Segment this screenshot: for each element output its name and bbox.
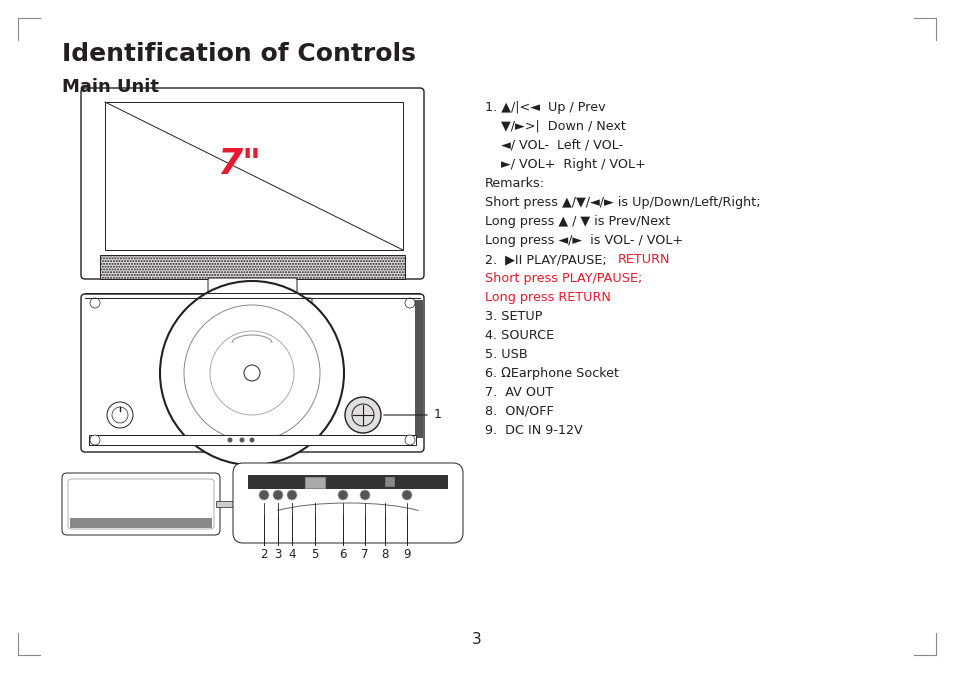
- Text: 7: 7: [361, 548, 369, 561]
- FancyBboxPatch shape: [81, 88, 423, 279]
- Circle shape: [90, 298, 100, 308]
- Bar: [305, 477, 325, 488]
- Text: 1. ▲/|<◄  Up / Prev: 1. ▲/|<◄ Up / Prev: [484, 101, 605, 114]
- Circle shape: [239, 437, 244, 443]
- Text: 5: 5: [311, 548, 318, 561]
- Text: Main Unit: Main Unit: [62, 78, 159, 96]
- Circle shape: [405, 298, 415, 308]
- Bar: [89, 435, 416, 445]
- Text: 7.  AV OUT: 7. AV OUT: [484, 386, 553, 399]
- Text: 6: 6: [339, 548, 346, 561]
- FancyBboxPatch shape: [62, 473, 220, 535]
- Text: Short press ▲/▼/◄/► is Up/Down/Left/Right;: Short press ▲/▼/◄/► is Up/Down/Left/Righ…: [484, 196, 760, 209]
- Text: 3: 3: [472, 633, 481, 647]
- Circle shape: [401, 490, 412, 500]
- Circle shape: [352, 404, 374, 426]
- Circle shape: [345, 397, 380, 433]
- Text: 2: 2: [260, 548, 268, 561]
- Bar: [100, 255, 405, 279]
- Circle shape: [258, 490, 269, 500]
- Bar: [105, 102, 402, 250]
- Text: 3: 3: [274, 548, 281, 561]
- Circle shape: [273, 490, 283, 500]
- Circle shape: [210, 331, 294, 415]
- Text: 8: 8: [381, 548, 388, 561]
- Text: 3. SETUP: 3. SETUP: [484, 310, 542, 323]
- Text: Remarks:: Remarks:: [484, 177, 544, 190]
- Text: RETURN: RETURN: [618, 253, 670, 266]
- Text: Long press ▲ / ▼ is Prev/Next: Long press ▲ / ▼ is Prev/Next: [484, 215, 670, 228]
- Text: ▼/►>|  Down / Next: ▼/►>| Down / Next: [484, 120, 625, 133]
- Text: ◄/ VOL-  Left / VOL-: ◄/ VOL- Left / VOL-: [484, 139, 622, 152]
- Text: ►/ VOL+  Right / VOL+: ►/ VOL+ Right / VOL+: [484, 158, 645, 171]
- Text: 5. USB: 5. USB: [484, 348, 527, 361]
- FancyBboxPatch shape: [208, 278, 296, 295]
- Circle shape: [112, 407, 128, 423]
- Text: 4: 4: [288, 548, 295, 561]
- Circle shape: [184, 305, 319, 441]
- Bar: [215, 501, 233, 507]
- Circle shape: [90, 435, 100, 445]
- Bar: [385, 477, 394, 486]
- FancyBboxPatch shape: [198, 298, 312, 314]
- Text: Long press RETURN: Long press RETURN: [484, 291, 610, 304]
- Circle shape: [405, 435, 415, 445]
- Circle shape: [359, 490, 370, 500]
- Text: 4. SOURCE: 4. SOURCE: [484, 329, 554, 342]
- Text: 8.  ON/OFF: 8. ON/OFF: [484, 405, 553, 418]
- FancyBboxPatch shape: [68, 479, 213, 529]
- FancyBboxPatch shape: [233, 463, 462, 543]
- Text: 9: 9: [403, 548, 411, 561]
- Circle shape: [160, 281, 344, 465]
- Text: Long press ◄/►  is VOL- / VOL+: Long press ◄/► is VOL- / VOL+: [484, 234, 682, 247]
- Circle shape: [287, 490, 296, 500]
- FancyBboxPatch shape: [81, 294, 423, 452]
- Text: 2.  ▶II PLAY/PAUSE;: 2. ▶II PLAY/PAUSE;: [484, 253, 606, 266]
- Circle shape: [107, 402, 132, 428]
- Circle shape: [250, 437, 254, 443]
- Circle shape: [337, 490, 348, 500]
- Text: 9.  DC IN 9-12V: 9. DC IN 9-12V: [484, 424, 582, 437]
- Text: Short press PLAY/PAUSE;: Short press PLAY/PAUSE;: [484, 272, 641, 285]
- Text: Identification of Controls: Identification of Controls: [62, 42, 416, 66]
- Text: 1: 1: [434, 409, 441, 421]
- Bar: [70, 518, 212, 528]
- Bar: [415, 300, 422, 438]
- Circle shape: [227, 437, 233, 443]
- Text: 7": 7": [217, 147, 261, 181]
- Circle shape: [244, 365, 260, 381]
- Text: 6. ΩEarphone Socket: 6. ΩEarphone Socket: [484, 367, 618, 380]
- Bar: [248, 475, 448, 489]
